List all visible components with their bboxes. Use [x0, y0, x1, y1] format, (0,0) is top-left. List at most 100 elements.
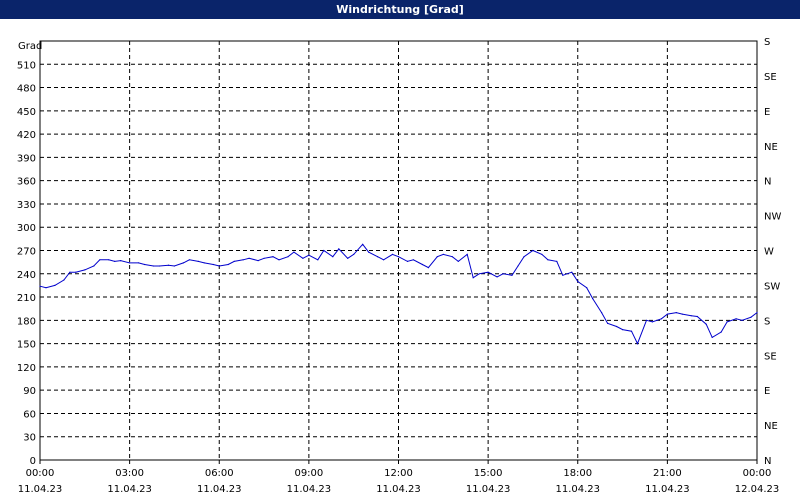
x-tick-label-time: 12:00	[384, 468, 413, 479]
y2-compass-label: E	[764, 386, 770, 397]
data-point	[556, 260, 558, 262]
data-point	[666, 313, 669, 315]
data-point	[442, 253, 444, 255]
data-point	[705, 323, 707, 325]
y-tick-label: 90	[23, 386, 36, 397]
data-point	[84, 269, 86, 271]
data-point	[532, 249, 534, 252]
y2-compass-label: N	[764, 177, 771, 188]
data-point	[54, 284, 56, 286]
x-tick-label-date: 12.04.23	[735, 484, 780, 495]
data-point	[129, 262, 131, 264]
data-point	[607, 322, 609, 324]
data-point	[406, 260, 409, 262]
data-point	[541, 253, 543, 255]
data-point	[502, 273, 504, 275]
data-point	[197, 260, 199, 262]
data-point	[592, 298, 594, 300]
data-point	[272, 256, 274, 258]
data-point	[436, 256, 438, 258]
data-point	[675, 312, 677, 314]
data-point	[138, 262, 140, 264]
x-tick-label-time: 21:00	[653, 468, 682, 479]
data-point	[248, 257, 250, 259]
x-tick-label-time: 18:00	[563, 468, 592, 479]
data-point	[562, 274, 564, 276]
data-point	[681, 313, 683, 315]
data-point	[332, 256, 334, 258]
x-tick-label-date: 11.04.23	[197, 484, 242, 495]
y-tick-label: 270	[17, 247, 36, 258]
data-point	[302, 257, 304, 259]
data-point	[457, 260, 459, 262]
data-point	[412, 259, 414, 261]
data-point	[362, 243, 364, 245]
data-point	[317, 259, 319, 261]
y-tick-label: 150	[17, 340, 36, 351]
data-point	[427, 267, 429, 269]
y2-compass-label: SE	[764, 351, 777, 362]
data-point	[586, 287, 588, 289]
y2-compass-label: N	[764, 456, 771, 467]
data-point	[278, 259, 280, 261]
data-point	[720, 331, 722, 333]
data-point	[203, 262, 205, 264]
y-tick-label: 240	[17, 270, 36, 281]
data-point	[167, 264, 170, 266]
data-point	[523, 256, 525, 258]
y-tick-label: 0	[30, 456, 36, 467]
x-tick-label-date: 11.04.23	[287, 484, 332, 495]
data-point	[188, 259, 190, 261]
x-tick-label-date: 11.04.23	[555, 484, 600, 495]
data-point	[571, 271, 573, 273]
data-point	[69, 271, 71, 273]
data-point	[496, 276, 498, 278]
data-point	[547, 259, 549, 261]
x-tick-label-date: 11.04.23	[466, 484, 511, 495]
y2-compass-label: NE	[764, 421, 778, 432]
y-tick-label: 360	[17, 177, 36, 188]
x-tick-label-time: 06:00	[205, 468, 234, 479]
chart-area: 0 30 60 90 120 150 180 210 240 270 300 330 360 390 420…	[0, 19, 800, 500]
y2-compass-label: E	[764, 107, 770, 118]
data-point	[421, 263, 423, 266]
x-tick-label-date: 11.04.23	[376, 484, 421, 495]
data-point	[517, 265, 519, 267]
y2-compass-label: SW	[764, 281, 780, 292]
y-tick-label: 30	[23, 433, 36, 444]
y2-compass-label: NW	[764, 212, 781, 223]
data-point	[651, 321, 654, 323]
data-point	[383, 259, 385, 261]
data-point	[152, 265, 155, 267]
x-tick-label-date: 11.04.23	[18, 484, 63, 495]
data-point	[472, 277, 474, 279]
data-point	[735, 318, 737, 320]
y-tick-label: 480	[17, 84, 36, 95]
data-point	[242, 259, 244, 261]
data-point	[338, 248, 340, 250]
data-point	[696, 315, 698, 318]
data-point	[63, 279, 65, 281]
data-point	[120, 260, 122, 262]
data-point	[466, 253, 468, 255]
data-point	[451, 256, 453, 258]
data-point	[173, 265, 175, 267]
data-point	[741, 319, 743, 321]
data-point	[368, 251, 370, 253]
data-point	[711, 336, 713, 338]
y-tick-label: 120	[17, 363, 36, 374]
data-point	[293, 251, 295, 253]
y2-compass-label: W	[764, 247, 774, 258]
y2-compass-label: SE	[764, 72, 777, 83]
data-point	[75, 271, 77, 273]
data-point	[218, 265, 220, 267]
x-tick-label-time: 15:00	[474, 468, 503, 479]
data-point	[257, 260, 259, 262]
data-point	[182, 262, 184, 264]
data-point	[39, 285, 41, 287]
chart-title: Windrichtung [Grad]	[336, 3, 464, 16]
data-point	[487, 271, 489, 273]
x-tick-label-time: 00:00	[743, 468, 772, 479]
data-point	[93, 265, 95, 267]
data-point	[353, 253, 355, 255]
